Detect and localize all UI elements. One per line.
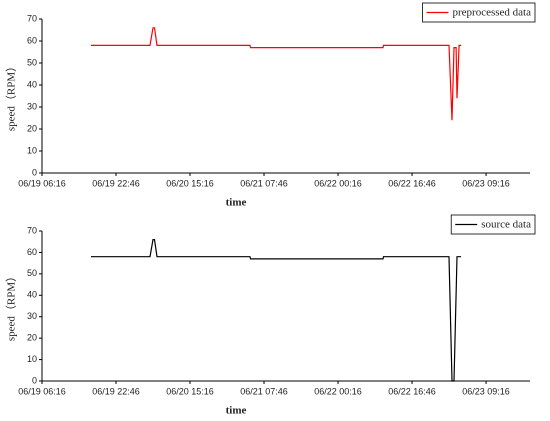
y-tick-label: 0 [32, 375, 37, 385]
y-tick-label: 40 [27, 79, 37, 89]
y-tick-label: 0 [32, 167, 37, 177]
y-axis-label: speed（RPM） [5, 61, 18, 131]
x-tick-label: 06/19 22:46 [92, 386, 140, 396]
x-tick-label: 06/20 15:16 [166, 386, 214, 396]
data-line [91, 27, 462, 121]
y-tick-label: 10 [27, 354, 37, 364]
x-tick-label: 06/22 00:16 [314, 386, 362, 396]
y-tick-label: 70 [27, 13, 37, 23]
x-tick-label: 06/20 15:16 [166, 178, 214, 188]
y-tick-label: 60 [27, 35, 37, 45]
y-tick-label: 50 [27, 268, 37, 278]
x-tick-label: 06/22 16:46 [388, 386, 436, 396]
x-axis-label: time [226, 197, 247, 209]
x-tick-label: 06/19 06:16 [18, 386, 66, 396]
x-tick-label: 06/19 06:16 [18, 178, 66, 188]
y-tick-label: 60 [27, 247, 37, 257]
y-tick-label: 50 [27, 57, 37, 67]
x-tick-label: 06/23 09:16 [462, 178, 510, 188]
x-tick-label: 06/21 07:46 [240, 178, 288, 188]
y-axis-label: speed（RPM） [5, 271, 18, 341]
y-tick-label: 20 [27, 123, 37, 133]
x-tick-label: 06/22 00:16 [314, 178, 362, 188]
legend-label: preprocessed data [453, 7, 532, 19]
y-tick-label: 20 [27, 333, 37, 343]
y-tick-label: 70 [27, 225, 37, 235]
legend-label: source data [481, 219, 531, 231]
x-tick-label: 06/22 16:46 [388, 178, 436, 188]
legend: source data [450, 214, 536, 235]
data-line [91, 239, 462, 382]
legend-box [450, 214, 536, 235]
legend-box [422, 2, 536, 23]
y-tick-label: 30 [27, 101, 37, 111]
subplot: 0 10 20 30 40 50 60 70 06/19 06:16 06/19 22:46 06/… [5, 214, 536, 417]
x-tick-label: 06/19 22:46 [92, 178, 140, 188]
y-tick-label: 30 [27, 311, 37, 321]
x-tick-label: 06/23 09:16 [462, 386, 510, 396]
legend: preprocessed data [422, 2, 536, 23]
y-tick-label: 10 [27, 145, 37, 155]
x-axis-label: time [226, 405, 247, 417]
subplot: 0 10 20 30 40 50 60 70 06/19 06:16 06/19 22:46 06/… [5, 2, 536, 209]
x-tick-label: 06/21 07:46 [240, 386, 288, 396]
y-tick-label: 40 [27, 290, 37, 300]
